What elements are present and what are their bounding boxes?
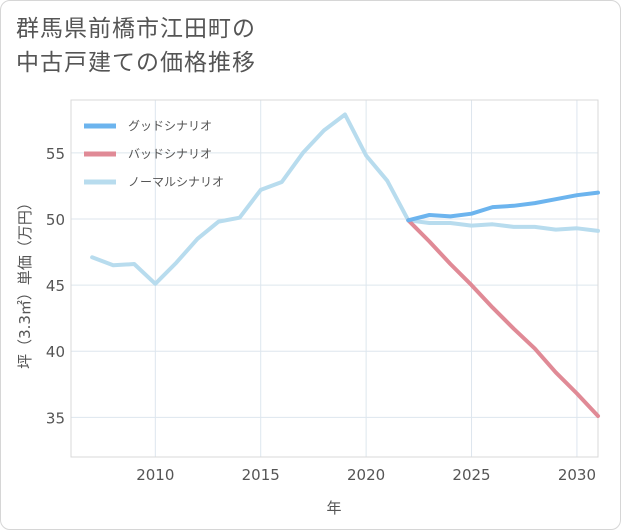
x-tick-2015: 2015: [242, 466, 280, 484]
grid-lines: [71, 100, 598, 457]
chart-title-line-1: 群馬県前橋市江田町の: [16, 16, 256, 42]
y-axis-label: 坪（3.3㎡）単価（万円）: [16, 195, 34, 369]
x-tick-2025: 2025: [452, 466, 490, 484]
x-tick-2020: 2020: [347, 466, 385, 484]
y-tick-45: 45: [46, 277, 65, 295]
y-tick-40: 40: [46, 343, 65, 361]
x-tick-2010: 2010: [136, 466, 174, 484]
chart-title: 群馬県前橋市江田町の 中古戸建ての価格推移: [16, 12, 256, 80]
legend-label-0: グッドシナリオ: [128, 119, 212, 133]
series-line-2: [90, 112, 600, 286]
plot-area-border: [70, 99, 599, 458]
x-tick-2030: 2030: [558, 466, 596, 484]
x-axis-label: 年: [326, 499, 341, 517]
legend-label-1: バッドシナリオ: [128, 147, 212, 161]
legend-label-2: ノーマルシナリオ: [128, 175, 224, 189]
y-tick-35: 35: [46, 409, 65, 427]
y-tick-50: 50: [46, 211, 65, 229]
chart-title-line-2: 中古戸建ての価格推移: [16, 50, 256, 76]
series-line-0: [406, 190, 600, 223]
series-line-1: [406, 218, 600, 418]
y-tick-55: 55: [46, 145, 65, 163]
